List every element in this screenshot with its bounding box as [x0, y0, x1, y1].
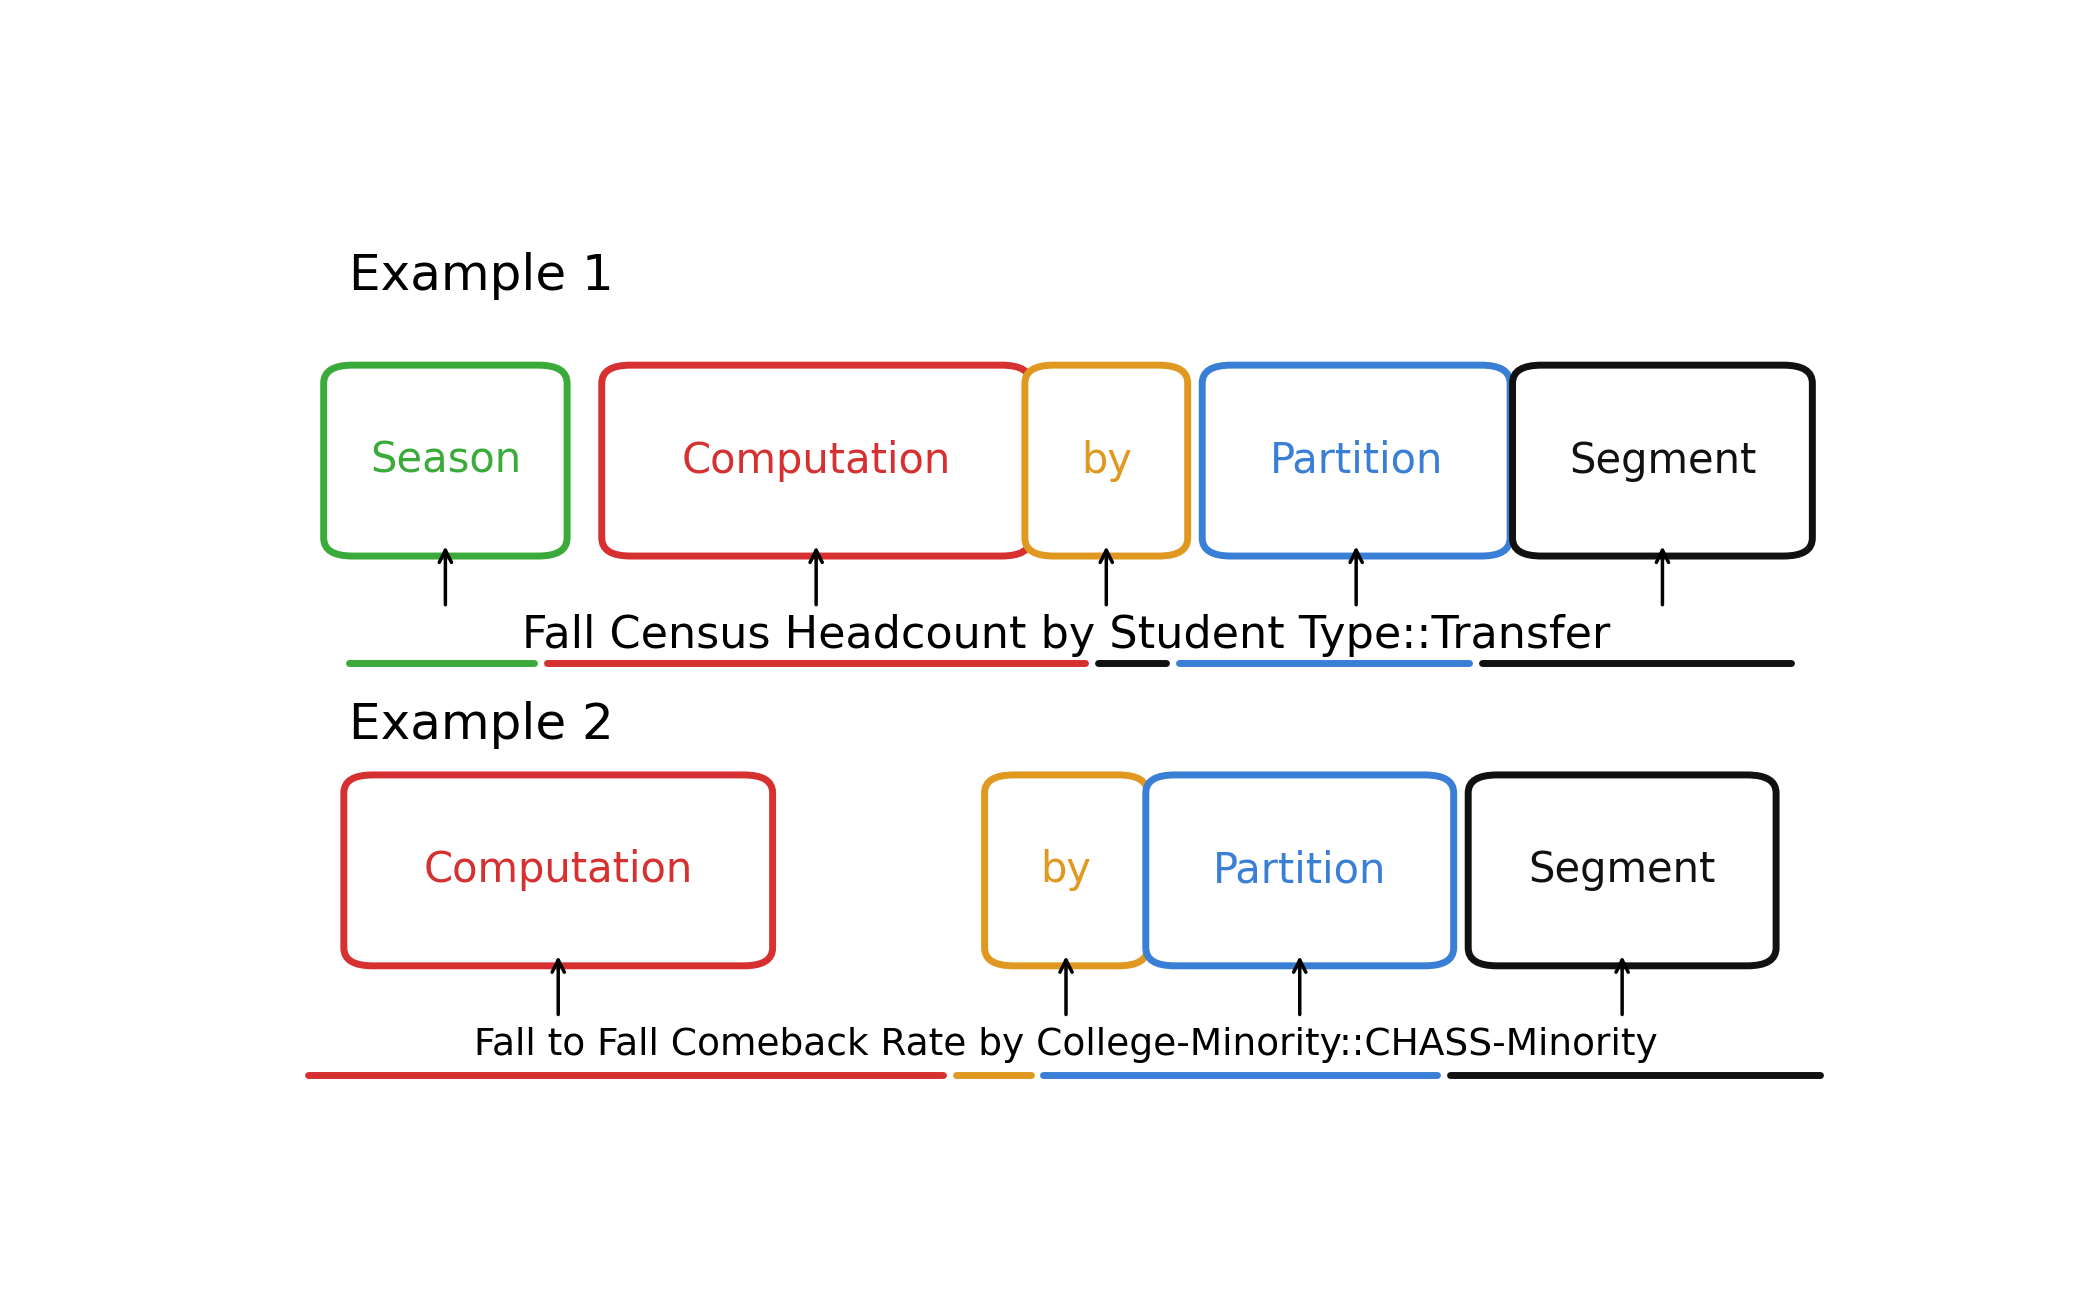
FancyBboxPatch shape: [324, 365, 568, 556]
FancyBboxPatch shape: [1202, 365, 1510, 556]
Text: Computation: Computation: [424, 849, 693, 892]
Text: Fall Census Headcount by Student Type::Transfer: Fall Census Headcount by Student Type::T…: [522, 614, 1610, 657]
FancyBboxPatch shape: [1146, 775, 1454, 966]
Text: Example 2: Example 2: [349, 701, 614, 749]
Text: Season: Season: [370, 440, 520, 482]
Text: Partition: Partition: [1269, 440, 1444, 482]
Text: Computation: Computation: [682, 440, 951, 482]
FancyBboxPatch shape: [601, 365, 1030, 556]
FancyBboxPatch shape: [343, 775, 772, 966]
Text: by: by: [1040, 849, 1092, 892]
FancyBboxPatch shape: [1025, 365, 1188, 556]
Text: Segment: Segment: [1568, 440, 1756, 482]
Text: Example 1: Example 1: [349, 252, 614, 300]
Text: Segment: Segment: [1529, 849, 1716, 892]
FancyBboxPatch shape: [1512, 365, 1812, 556]
FancyBboxPatch shape: [984, 775, 1148, 966]
Text: by: by: [1082, 440, 1132, 482]
Text: Partition: Partition: [1213, 849, 1387, 892]
Text: Fall to Fall Comeback Rate by College-Minority::CHASS-Minority: Fall to Fall Comeback Rate by College-Mi…: [474, 1027, 1658, 1063]
FancyBboxPatch shape: [1468, 775, 1776, 966]
